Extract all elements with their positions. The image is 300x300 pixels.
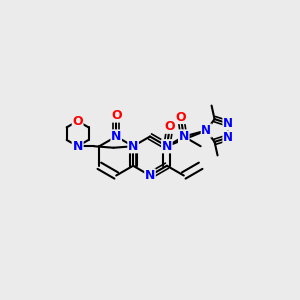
Text: N: N [223,131,233,144]
Text: O: O [111,109,122,122]
Text: N: N [72,140,83,153]
Text: N: N [201,124,211,137]
Text: O: O [165,120,175,133]
Text: O: O [72,115,83,128]
Text: N: N [223,117,233,130]
Text: N: N [178,130,189,143]
Text: N: N [111,130,122,143]
Text: N: N [72,140,83,153]
Text: N: N [162,140,172,153]
Text: N: N [145,169,155,182]
Text: O: O [176,110,186,124]
Text: N: N [128,140,138,153]
